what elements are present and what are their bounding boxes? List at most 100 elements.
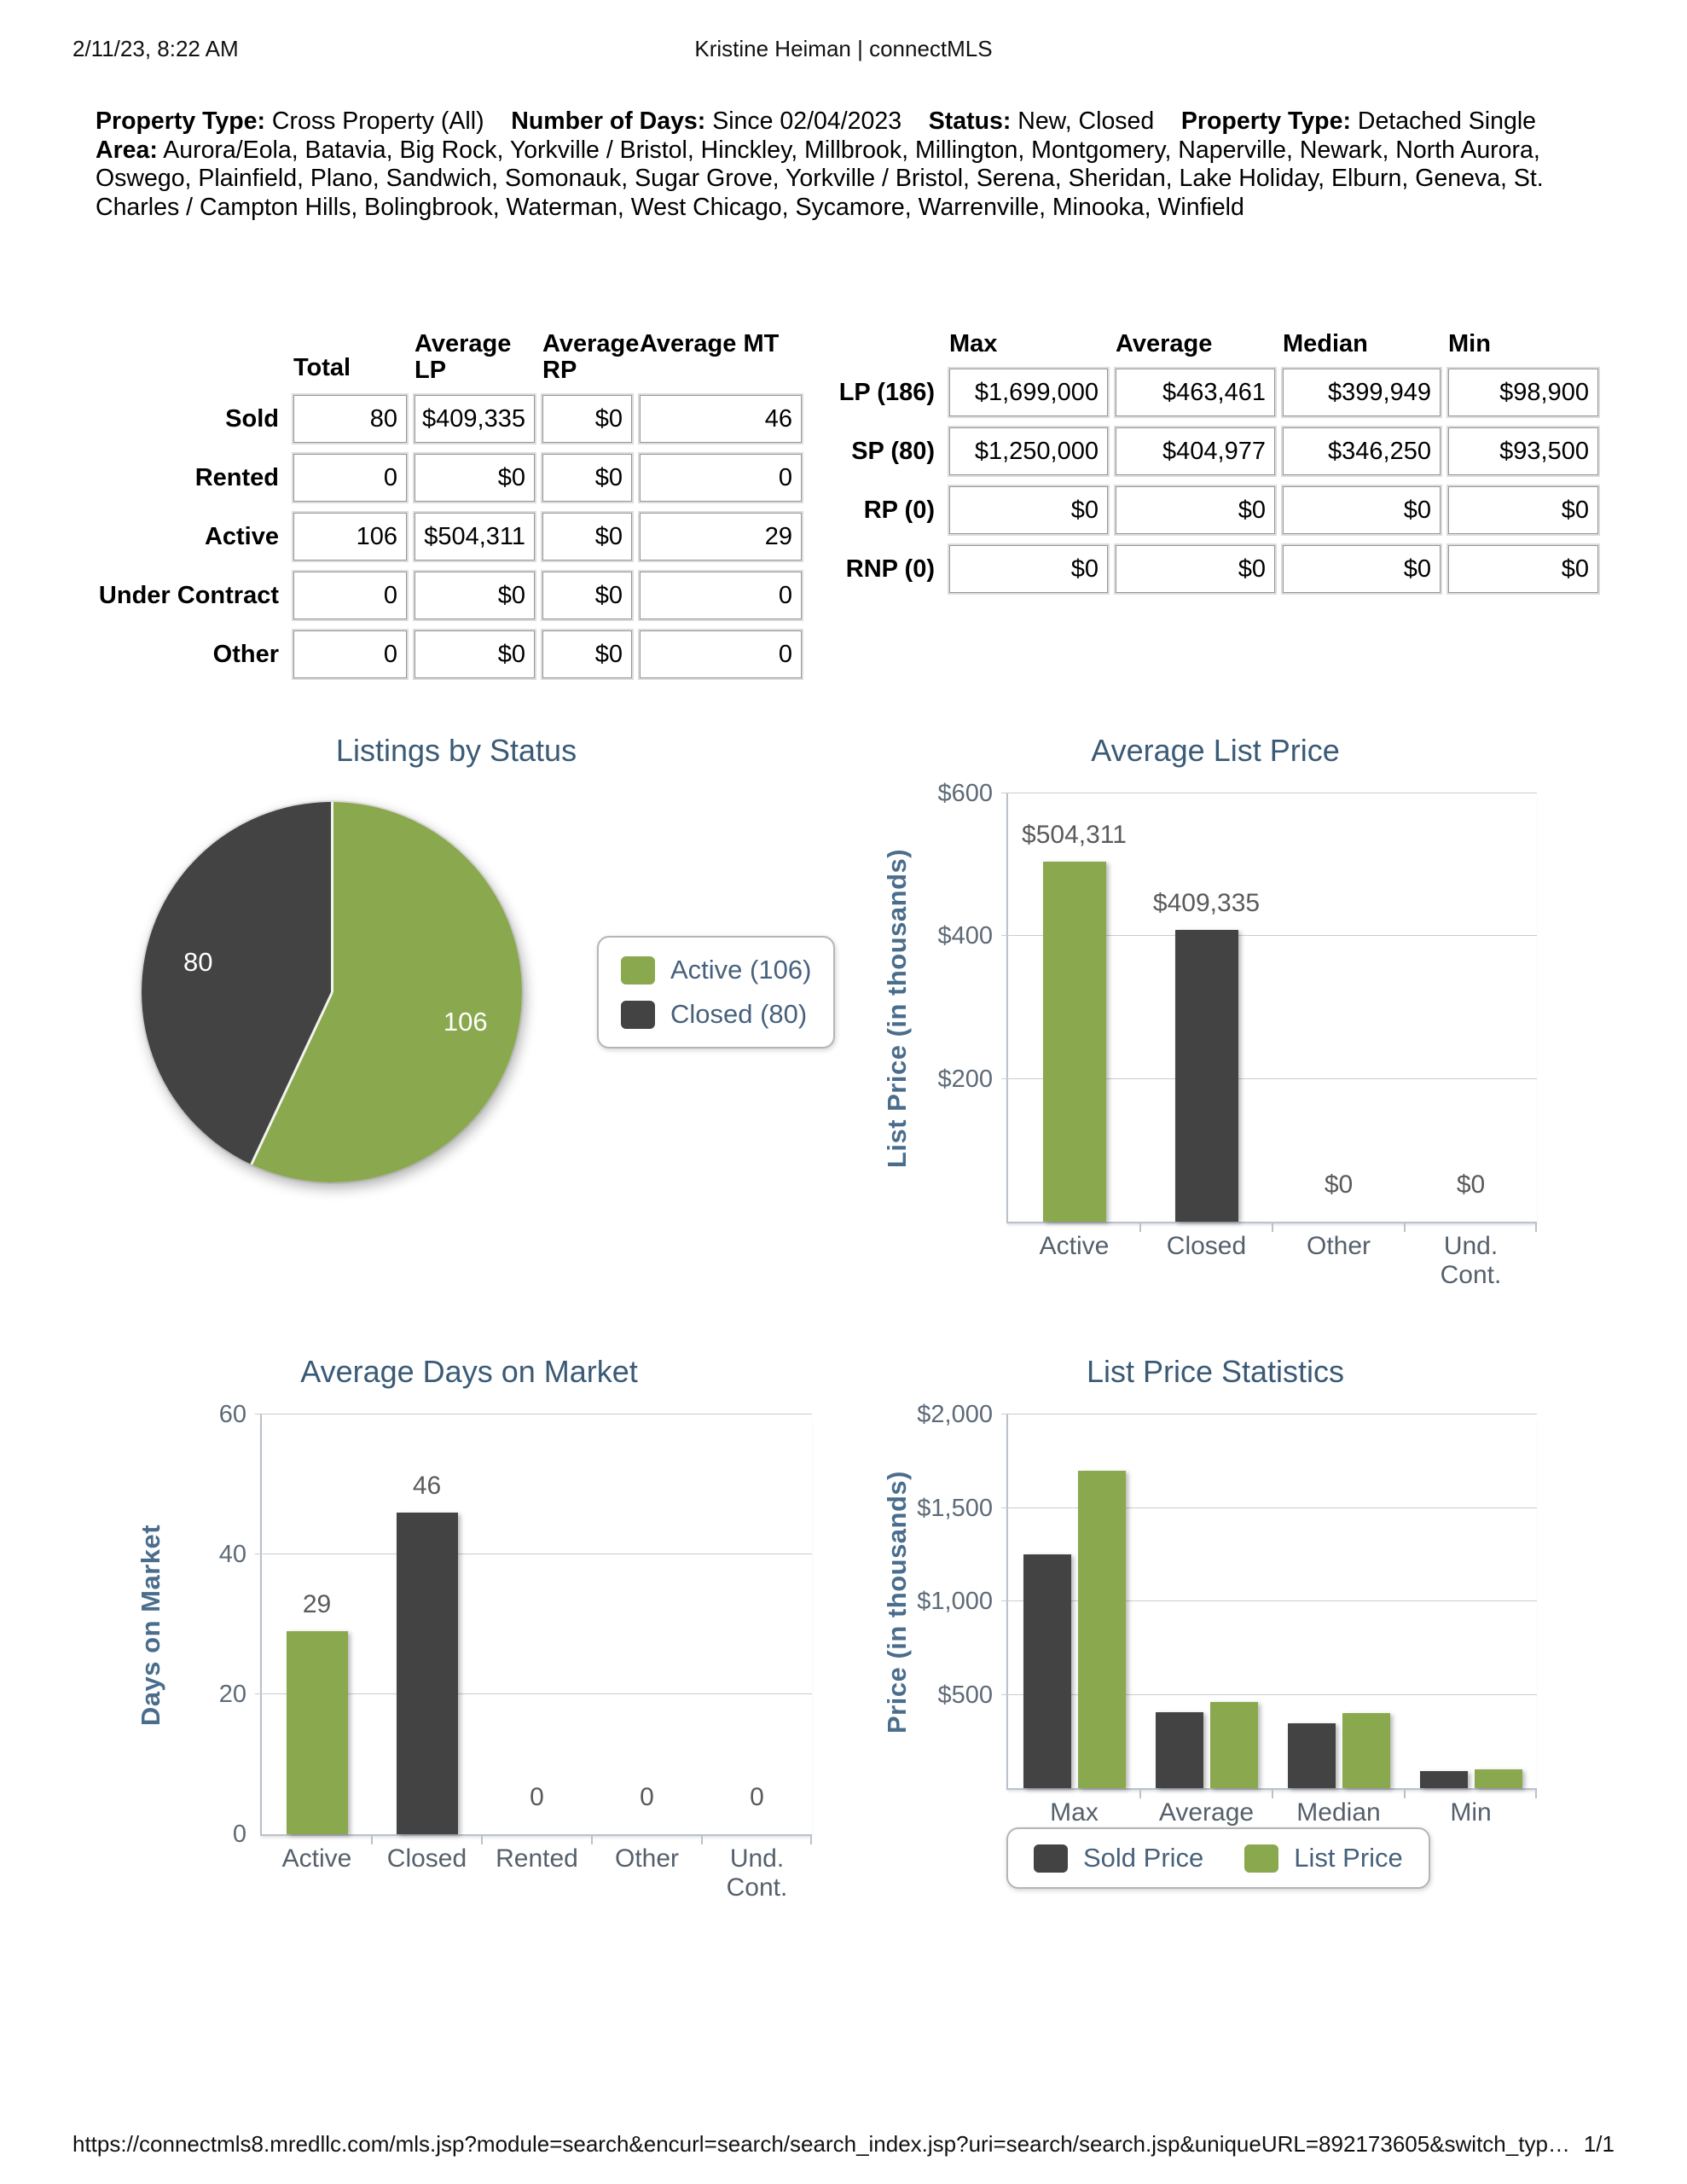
legend-swatch — [621, 1000, 655, 1029]
print-header: 2/11/23, 8:22 AM Kristine Heiman | conne… — [0, 36, 1687, 62]
row-label: SP (80) — [851, 437, 935, 465]
plot-wrap: List Price (in thousands) $200 $400 $600 $5… — [882, 780, 1569, 1289]
value-cell: 0 — [293, 630, 407, 678]
pie-slice-divider — [249, 991, 333, 1165]
x-category-label: Average — [1158, 1798, 1255, 1827]
bar-list-price-max — [1077, 1470, 1126, 1788]
chart-title: List Price Statistics — [1086, 1354, 1345, 1389]
value-cell: 106 — [293, 513, 407, 561]
status-summary-table: Total Average LP Average RP Average MT Sold 8… — [98, 331, 802, 678]
y-tick-label: $2,000 — [917, 1401, 993, 1428]
bar-closed — [1174, 929, 1238, 1222]
row-label: Other — [212, 640, 279, 668]
plot-wrap: Price (in thousands) $500 $1,000 $1,500 $2,… — [882, 1401, 1569, 1827]
gridline — [1001, 935, 1537, 937]
value-cell: 0 — [640, 572, 802, 619]
footer-url: https://connectmls8.mredllc.com/mls.jsp?… — [72, 2131, 1570, 2157]
x-axis-separator — [1139, 1788, 1141, 1798]
y-axis-label: List Price (in thousands) — [878, 793, 916, 1223]
table-corner — [98, 331, 286, 384]
value-cell: $0 — [542, 513, 632, 561]
value-cell: $0 — [1448, 545, 1598, 593]
bar-active — [286, 1631, 348, 1834]
pie-row: 106 80 Active (106) Closed (80) — [85, 802, 836, 1182]
value-cell: $409,335 — [415, 395, 535, 443]
bar-list-price-median — [1342, 1713, 1390, 1788]
y-tick-label: 20 — [218, 1681, 246, 1708]
bar-value-label: 0 — [640, 1783, 654, 1811]
y-tick-label: 60 — [218, 1401, 246, 1428]
value-cell: $93,500 — [1448, 427, 1598, 475]
value-cell: $0 — [949, 486, 1108, 534]
chart-average-days-on-market: Average Days on Market Days on Market 0 2… — [115, 1353, 823, 1902]
value-cell: $504,311 — [415, 513, 535, 561]
criteria-segment: Number of Days: Since 02/04/2023 — [511, 107, 929, 135]
legend-label: Active (106) — [670, 955, 812, 985]
value-cell: $0 — [542, 572, 632, 619]
criteria-label: Number of Days: — [511, 107, 706, 135]
chart-list-price-statistics: List Price Statistics Price (in thousand… — [861, 1353, 1569, 1889]
x-axis-separator — [1404, 1788, 1406, 1798]
column-header: Median — [1283, 330, 1368, 357]
bar-value-label: $0 — [1456, 1170, 1486, 1199]
value-cell: $0 — [1116, 486, 1275, 534]
legend-item: List Price — [1244, 1843, 1403, 1873]
pie-slice-label: 106 — [443, 1006, 488, 1037]
value-cell: $0 — [542, 630, 632, 678]
x-axis-separator — [1535, 1788, 1537, 1798]
value-cell: $0 — [1448, 486, 1598, 534]
row-label: LP (186) — [838, 378, 935, 406]
row-label: Active — [204, 522, 279, 550]
criteria-segment: Area: Aurora/Eola, Batavia, Big Rock, Yo… — [96, 136, 1544, 221]
chart-title: Average List Price — [1091, 733, 1340, 768]
search-criteria: Property Type: Cross Property (All) Numb… — [96, 107, 1595, 222]
chart-listings-by-status: Listings by Status 106 80 Active (106) Clo… — [85, 732, 836, 1182]
value-cell: $399,949 — [1283, 369, 1441, 416]
y-tick-label: 40 — [218, 1541, 246, 1568]
bar-value-label: 46 — [412, 1471, 442, 1500]
value-cell: $0 — [1283, 486, 1441, 534]
x-category-label: Median — [1296, 1798, 1381, 1827]
x-category-label: Rented — [496, 1844, 578, 1873]
bar-active — [1042, 862, 1106, 1222]
value-cell: 0 — [293, 572, 407, 619]
value-cell: $346,250 — [1283, 427, 1441, 475]
x-category-label: Min — [1450, 1798, 1492, 1827]
y-axis-label-text: List Price (in thousands) — [882, 848, 912, 1169]
x-axis-separator — [371, 1834, 373, 1844]
row-label: RP (0) — [863, 496, 935, 524]
x-category-label: Und. Cont. — [1440, 1232, 1502, 1289]
bar-closed — [396, 1512, 458, 1834]
legend-label: Sold Price — [1083, 1843, 1204, 1873]
x-axis-separator — [701, 1834, 703, 1844]
row-label: Rented — [194, 463, 279, 491]
column-header: Max — [949, 330, 998, 357]
bar-sold-price-min — [1419, 1770, 1468, 1788]
y-tick-label: $1,500 — [917, 1494, 993, 1522]
legend-item: Sold Price — [1034, 1843, 1203, 1873]
row-label: RNP (0) — [845, 555, 935, 583]
column-header: Min — [1448, 330, 1491, 357]
legend-swatch — [1034, 1844, 1068, 1873]
value-cell: $0 — [1283, 545, 1441, 593]
x-axis-separator — [810, 1834, 812, 1844]
average-list-price-plot: $200 $400 $600 $504,311 Active $409,335 Closed… — [937, 780, 1537, 1289]
bar-sold-price-median — [1287, 1723, 1336, 1788]
criteria-label: Property Type: — [96, 107, 266, 135]
y-axis-label: Days on Market — [132, 1414, 170, 1836]
column-header: Average LP — [415, 330, 512, 384]
value-cell: $1,699,000 — [949, 369, 1108, 416]
x-category-label: Other — [1306, 1232, 1371, 1260]
criteria-label: Area: — [96, 136, 158, 164]
legend-swatch — [621, 956, 655, 985]
value-cell: $98,900 — [1448, 369, 1598, 416]
x-axis-separator — [591, 1834, 593, 1844]
x-axis-separator — [1535, 1222, 1537, 1232]
bar-sold-price-average — [1155, 1712, 1203, 1788]
x-category-label: Max — [1050, 1798, 1099, 1827]
summary-tables: Total Average LP Average RP Average MT Sold 8… — [98, 331, 1598, 678]
bar-value-label: 0 — [750, 1783, 764, 1811]
value-cell: $463,461 — [1116, 369, 1275, 416]
chart-title: Average Days on Market — [300, 1354, 638, 1389]
